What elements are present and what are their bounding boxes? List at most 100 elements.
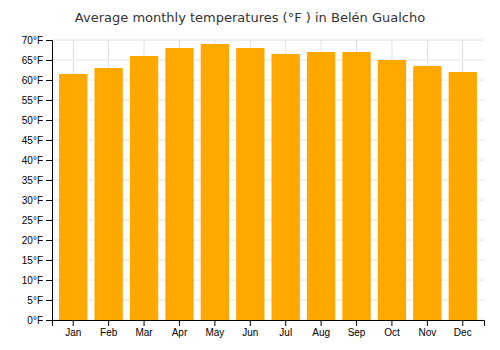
y-tick-label: 20°F xyxy=(22,235,43,246)
x-tick: Apr xyxy=(172,320,188,338)
x-tick: Aug xyxy=(312,320,330,338)
y-tick-mark xyxy=(46,120,52,121)
y-axis-line xyxy=(46,41,53,321)
bar xyxy=(130,56,158,320)
y-tick-mark xyxy=(46,160,52,161)
x-tick-label: Dec xyxy=(454,327,472,338)
y-tick: 10°F xyxy=(22,275,52,286)
bar xyxy=(307,52,335,320)
bar xyxy=(201,44,229,320)
y-tick-label: 65°F xyxy=(22,55,43,66)
x-tick-mark xyxy=(391,320,392,326)
bar xyxy=(342,52,370,320)
x-tick-mark xyxy=(285,320,286,326)
y-tick-label: 15°F xyxy=(22,255,43,266)
x-tick-label: Oct xyxy=(384,327,400,338)
y-tick: 45°F xyxy=(22,135,52,146)
y-tick-mark xyxy=(46,60,52,61)
x-tick-label: Mar xyxy=(135,327,153,338)
bar xyxy=(449,72,477,320)
y-tick-label: 45°F xyxy=(22,135,43,146)
bar xyxy=(413,66,441,320)
y-tick-label: 0°F xyxy=(27,315,43,326)
x-tick-label: Sep xyxy=(348,327,366,338)
chart-container: Average monthly temperatures (°F ) in Be… xyxy=(0,0,500,350)
x-tick-label: Apr xyxy=(172,327,188,338)
y-tick: 15°F xyxy=(22,255,52,266)
y-grid-line xyxy=(52,60,484,61)
y-tick-mark xyxy=(46,40,52,41)
y-tick-mark xyxy=(46,100,52,101)
x-tick-mark xyxy=(144,320,145,326)
y-tick-mark xyxy=(46,140,52,141)
x-tick-mark xyxy=(321,320,322,326)
y-tick-mark xyxy=(46,300,52,301)
x-tick: Feb xyxy=(100,320,118,338)
x-tick-mark xyxy=(108,320,109,326)
y-tick-label: 70°F xyxy=(22,35,43,46)
x-tick-mark xyxy=(179,320,180,326)
y-tick-mark xyxy=(46,80,52,81)
y-tick: 35°F xyxy=(22,175,52,186)
x-tick-mark xyxy=(356,320,357,326)
y-tick-mark xyxy=(46,240,52,241)
bar xyxy=(236,48,264,320)
bars xyxy=(59,44,477,320)
y-tick: 55°F xyxy=(22,95,52,106)
y-tick: 50°F xyxy=(22,115,52,126)
y-tick-label: 55°F xyxy=(22,95,43,106)
y-tick: 30°F xyxy=(22,195,52,206)
x-tick-mark xyxy=(427,320,428,326)
x-tick: Jan xyxy=(65,320,81,338)
grid xyxy=(52,40,484,320)
x-tick-label: May xyxy=(205,327,224,338)
x-tick: Mar xyxy=(135,320,153,338)
x-tick-label: Jul xyxy=(279,327,292,338)
y-tick-label: 25°F xyxy=(22,215,43,226)
x-tick-mark xyxy=(214,320,215,326)
y-tick-label: 10°F xyxy=(22,275,43,286)
y-tick-mark xyxy=(46,320,52,321)
x-tick: Jul xyxy=(279,320,292,338)
x-axis-line xyxy=(53,321,485,327)
x-tick-mark xyxy=(73,320,74,326)
plot-area: 0°F 5°F 10°F 15°F 20°F 25°F 30°F 35°F 40°F 45°F 50… xyxy=(22,35,485,338)
x-tick-label: Aug xyxy=(312,327,330,338)
chart-title: Average monthly temperatures (°F ) in Be… xyxy=(75,10,425,25)
y-tick-label: 5°F xyxy=(27,295,43,306)
x-tick: Oct xyxy=(384,320,400,338)
x-tick-label: Feb xyxy=(100,327,118,338)
x-tick: Dec xyxy=(454,320,472,338)
y-tick: 5°F xyxy=(27,295,52,306)
y-tick: 0°F xyxy=(27,315,52,326)
bar xyxy=(165,48,193,320)
x-tick: Jun xyxy=(242,320,258,338)
y-tick: 60°F xyxy=(22,75,52,86)
y-tick: 20°F xyxy=(22,235,52,246)
x-axis: Jan Feb Mar Apr May Jun Jul Aug Sep Oct Nov Dec xyxy=(53,320,485,338)
y-tick-mark xyxy=(46,200,52,201)
y-tick-label: 40°F xyxy=(22,155,43,166)
y-tick-label: 30°F xyxy=(22,195,43,206)
x-tick-label: Nov xyxy=(418,327,436,338)
x-tick: Nov xyxy=(418,320,436,338)
y-tick-mark xyxy=(46,180,52,181)
bar xyxy=(272,54,300,320)
bar xyxy=(94,68,122,320)
x-tick: May xyxy=(205,320,224,338)
y-tick-label: 35°F xyxy=(22,175,43,186)
bar xyxy=(378,60,406,320)
y-tick: 70°F xyxy=(22,35,52,46)
chart-svg: Average monthly temperatures (°F ) in Be… xyxy=(0,0,500,350)
y-grid-line xyxy=(52,40,484,41)
y-tick-mark xyxy=(46,260,52,261)
bar xyxy=(59,74,87,320)
y-tick-label: 60°F xyxy=(22,75,43,86)
x-tick-label: Jun xyxy=(242,327,258,338)
x-tick: Sep xyxy=(348,320,366,338)
y-tick-mark xyxy=(46,280,52,281)
y-tick: 40°F xyxy=(22,155,52,166)
y-axis: 0°F 5°F 10°F 15°F 20°F 25°F 30°F 35°F 40°F 45°F 50… xyxy=(22,35,53,326)
y-tick: 65°F xyxy=(22,55,52,66)
x-tick-mark xyxy=(462,320,463,326)
